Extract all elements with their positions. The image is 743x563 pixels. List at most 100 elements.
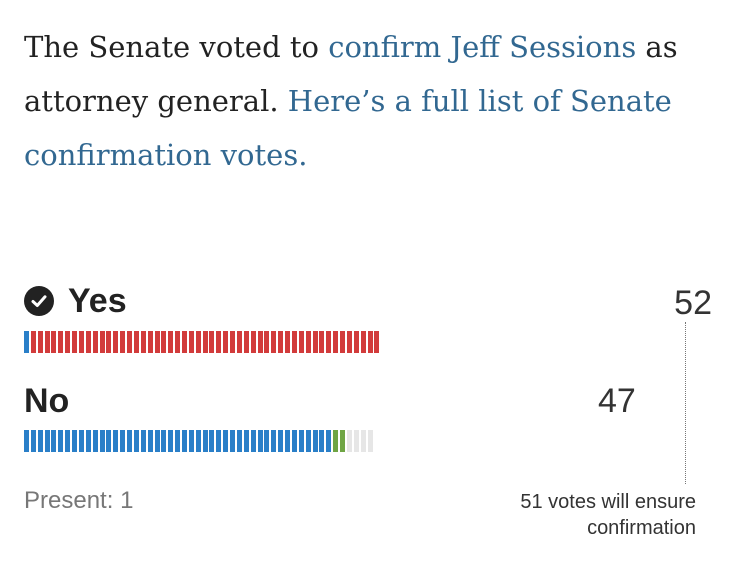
vote-block — [278, 331, 284, 353]
vote-block — [333, 331, 339, 353]
vote-block — [30, 331, 36, 353]
threshold-note: 51 votes will ensure confirmation — [520, 491, 696, 539]
vote-block — [243, 430, 249, 452]
vote-block — [264, 430, 270, 452]
vote-block — [367, 331, 373, 353]
vote-block — [243, 331, 249, 353]
vote-block — [346, 331, 352, 353]
vote-block — [106, 430, 112, 452]
vote-block — [140, 331, 146, 353]
vote-block — [51, 430, 57, 452]
intro-paragraph: The Senate voted to confirm Jeff Session… — [24, 20, 714, 182]
vote-block — [346, 430, 352, 452]
vote-block — [298, 430, 304, 452]
vote-block — [154, 331, 160, 353]
vote-block — [127, 331, 133, 353]
yes-row-label: Yes — [24, 284, 127, 318]
vote-block — [367, 430, 373, 452]
vote-block — [230, 331, 236, 353]
vote-block — [353, 430, 359, 452]
vote-block — [312, 430, 318, 452]
vote-block — [182, 430, 187, 452]
vote-block — [223, 430, 229, 452]
vote-block — [360, 430, 366, 452]
vote-block — [182, 331, 187, 353]
vote-block — [223, 331, 229, 353]
vote-block — [175, 331, 181, 353]
vote-block — [147, 331, 153, 353]
vote-block — [147, 430, 153, 452]
vote-block — [168, 331, 174, 353]
vote-block — [216, 430, 222, 452]
vote-block — [374, 331, 380, 353]
vote-block — [285, 331, 291, 353]
vote-block — [326, 331, 332, 353]
vote-block — [305, 430, 311, 452]
vote-block — [78, 430, 84, 452]
vote-block — [319, 331, 325, 353]
vote-block — [188, 430, 194, 452]
vote-block — [99, 430, 105, 452]
vote-block — [24, 430, 29, 452]
vote-block — [127, 430, 133, 452]
vote-block — [161, 331, 167, 353]
vote-block — [30, 430, 36, 452]
vote-block — [340, 331, 346, 353]
intro-text: The Senate voted to — [24, 30, 329, 64]
vote-block — [85, 430, 91, 452]
yes-count: 52 — [674, 284, 712, 322]
vote-block — [202, 331, 208, 353]
vote-block — [333, 430, 339, 452]
confirmation-votes-link[interactable]: Here’s a full list of Senate confirmatio… — [24, 84, 672, 172]
intro-text: as attorney general. — [24, 30, 678, 118]
vote-block — [285, 430, 291, 452]
vote-block — [44, 331, 50, 353]
confirm-sessions-link[interactable]: confirm Jeff Sessions — [328, 30, 637, 64]
vote-block — [92, 430, 98, 452]
vote-block — [291, 331, 297, 353]
vote-block — [202, 430, 208, 452]
vote-block — [257, 331, 263, 353]
vote-block — [353, 331, 359, 353]
vote-block — [58, 430, 64, 452]
threshold-marker — [685, 322, 686, 484]
vote-block — [154, 430, 160, 452]
vote-block — [271, 331, 277, 353]
vote-block — [92, 331, 98, 353]
vote-block — [133, 331, 139, 353]
vote-block — [140, 430, 146, 452]
vote-block — [278, 430, 284, 452]
vote-block — [65, 331, 71, 353]
vote-block — [305, 331, 311, 353]
no-row-label: No — [24, 382, 70, 420]
vote-block — [24, 331, 29, 353]
vote-block — [161, 430, 167, 452]
present-value: 1 — [120, 487, 134, 514]
vote-block — [120, 430, 126, 452]
vote-block — [175, 430, 181, 452]
vote-block — [85, 331, 91, 353]
present-count: Present: 1 — [24, 487, 134, 514]
vote-block — [72, 430, 78, 452]
vote-block — [99, 331, 105, 353]
vote-block — [195, 430, 201, 452]
vote-block — [209, 331, 215, 353]
vote-block — [44, 430, 50, 452]
vote-block — [230, 430, 236, 452]
checkmark-icon — [24, 286, 54, 316]
vote-block — [106, 331, 112, 353]
vote-block — [340, 430, 346, 452]
vote-block — [271, 430, 277, 452]
vote-block — [65, 430, 71, 452]
vote-block — [168, 430, 174, 452]
vote-block — [257, 430, 263, 452]
vote-block — [326, 430, 332, 452]
vote-block — [72, 331, 78, 353]
vote-block — [51, 331, 57, 353]
vote-block — [120, 331, 126, 353]
vote-block — [195, 331, 201, 353]
vote-block — [113, 331, 119, 353]
vote-block — [360, 331, 366, 353]
vote-block — [209, 430, 215, 452]
